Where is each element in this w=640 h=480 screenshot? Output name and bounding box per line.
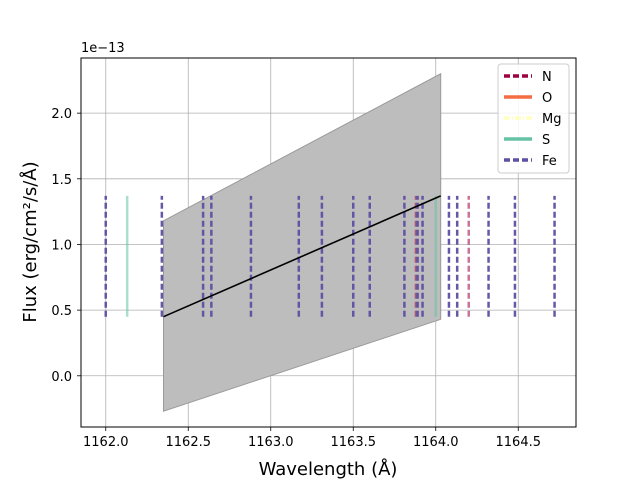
plot-frame xyxy=(80,57,577,428)
x-tick-label: 1164.0 xyxy=(413,435,459,450)
x-tick-label: 1164.5 xyxy=(496,435,542,450)
model-line xyxy=(163,195,442,318)
x-tick-label: 1163.0 xyxy=(248,435,294,450)
x-tick-label: 1163.5 xyxy=(331,435,377,450)
uncertainty-band xyxy=(163,72,442,412)
y-axis-ticks: 0.0 0.5 1.0 1.5 2.0 xyxy=(51,107,81,385)
legend-label-s: S xyxy=(542,133,550,148)
legend-label-mg: Mg xyxy=(542,112,561,127)
x-tick-label: 1162.0 xyxy=(83,435,129,450)
x-tick-label: 1162.5 xyxy=(166,435,212,450)
model-line-path xyxy=(163,195,442,318)
y-axis-label: Flux (erg/cm²/s/Å) xyxy=(19,161,41,322)
uncertainty-band-area xyxy=(163,72,442,412)
legend: NO Mg S Fe xyxy=(497,63,570,174)
legend-label-fe: Fe xyxy=(542,154,557,169)
y-offset-label: 1e−13 xyxy=(81,41,125,56)
x-axis-ticks: 1162.0 1162.5 1163.0 1163.5 1164.0 1164.5 xyxy=(83,427,541,450)
y-tick-label: 0.5 xyxy=(51,304,72,319)
x-axis-label: Wavelength (Å) xyxy=(259,458,398,480)
legend-frame xyxy=(497,63,570,174)
y-tick-label: 1.5 xyxy=(51,173,72,188)
legend-label-n: N xyxy=(542,70,552,85)
y-tick-label: 2.0 xyxy=(51,107,72,122)
y-tick-label: 1.0 xyxy=(51,238,72,253)
y-tick-label: 0.0 xyxy=(51,370,72,385)
legend-label-o: O xyxy=(542,91,552,106)
